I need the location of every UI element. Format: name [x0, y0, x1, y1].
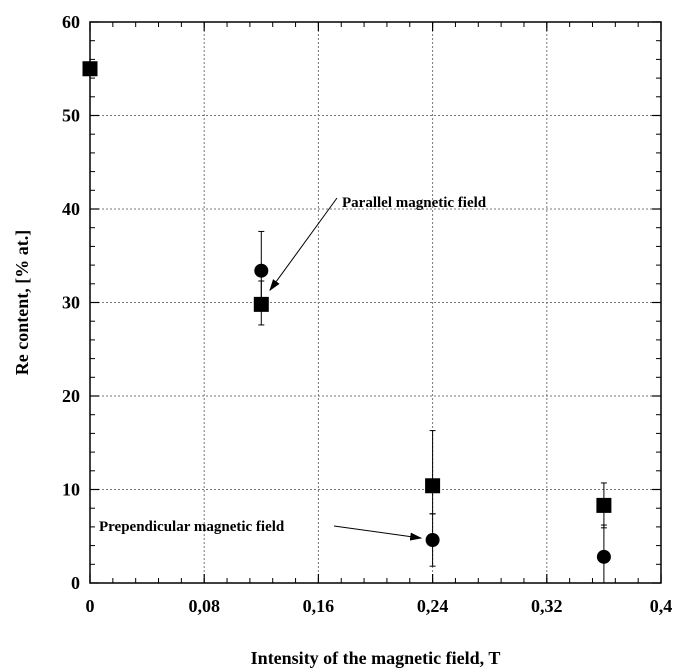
circle-marker — [254, 263, 269, 278]
square-marker — [253, 296, 269, 312]
y-tick-label: 30 — [62, 293, 80, 313]
x-tick-label: 0,24 — [417, 596, 449, 616]
y-tick-label: 20 — [62, 386, 80, 406]
y-tick-label: 50 — [62, 106, 80, 126]
x-tick-label: 0,16 — [303, 596, 335, 616]
annotation-label: Prependicular magnetic field — [99, 519, 285, 535]
square-marker — [596, 497, 612, 513]
annotation-arrow — [269, 197, 338, 292]
x-tick-label: 0,08 — [188, 596, 220, 616]
annotation-label: Parallel magnetic field — [342, 195, 487, 211]
y-tick-label: 10 — [62, 480, 80, 500]
y-tick-label: 40 — [62, 199, 80, 219]
annotations: Parallel magnetic field Prependicular mag… — [99, 195, 487, 541]
x-axis-title: Intensity of the magnetic field, T — [251, 648, 501, 668]
square-marker — [425, 478, 441, 494]
y-tick-label: 60 — [62, 12, 80, 32]
circle-marker — [425, 532, 440, 547]
x-tick-label: 0 — [86, 596, 95, 616]
y-tick-labels: 0 10 20 30 40 50 60 — [62, 12, 80, 593]
y-axis-title: Re content, [% at.] — [12, 230, 32, 375]
y-tick-label: 0 — [71, 573, 80, 593]
circle-marker — [596, 549, 611, 564]
x-tick-label: 0,4 — [650, 596, 673, 616]
grid-lines — [90, 22, 661, 583]
annotation-arrow — [333, 525, 423, 541]
x-tick-label: 0,32 — [531, 596, 563, 616]
plot-frame — [89, 21, 662, 584]
data-points — [82, 61, 612, 564]
x-tick-labels: 0 0,08 0,16 0,24 0,32 0,4 — [86, 596, 673, 616]
